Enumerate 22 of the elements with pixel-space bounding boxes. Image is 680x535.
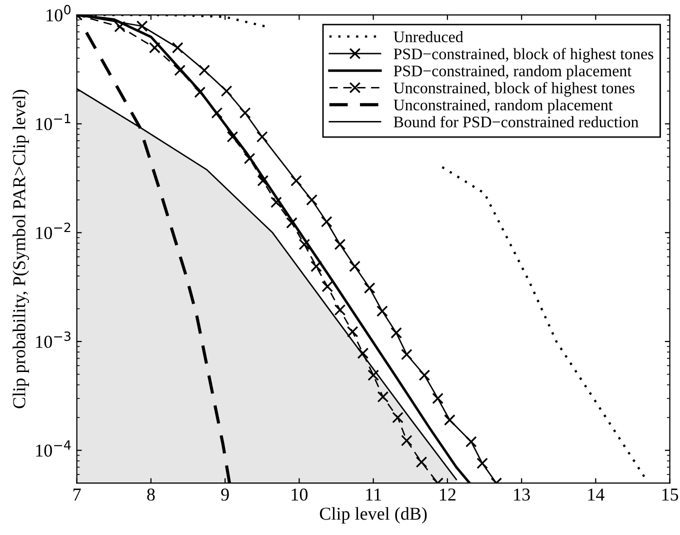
x-tick-label: 11 [366, 488, 381, 500]
y-tick-label: 10$^{−3}$ [36, 331, 70, 348]
x-tick-label: 9 [221, 488, 229, 501]
x-tick-label: 13 [514, 488, 530, 501]
x-tick-label: 15 [662, 488, 678, 501]
x-tick-label: 8 [147, 488, 155, 501]
y-tick-label: 10$^{−1}$ [36, 114, 70, 130]
x-tick-label: 14 [588, 488, 604, 500]
x-tick-label: 12 [440, 488, 456, 500]
x-axis-title: Clip level (dB) [320, 507, 427, 524]
y-tick-label: 10$^{−4}$ [36, 440, 71, 457]
legend-label: Unconstrained, random placement [394, 99, 613, 114]
y-axis-title: Clip probability, P(Symbol PAR>Clip level) [12, 90, 30, 408]
legend-label: Unreduced [394, 31, 464, 42]
legend-label: Bound for PSD−constrained reduction [394, 116, 638, 128]
y-tick-label: 10$^{−2}$ [36, 222, 70, 240]
legend-label: PSD−constrained, random placement [394, 65, 632, 80]
y-tick-label: 10$^{0}$ [46, 4, 71, 22]
x-tick-label: 7 [74, 488, 81, 500]
legend-label: Unconstrained, block of highest tones [394, 82, 634, 97]
legend-label: PSD−constrained, block of highest tones [394, 48, 654, 63]
x-tick-label: 10 [292, 488, 308, 501]
